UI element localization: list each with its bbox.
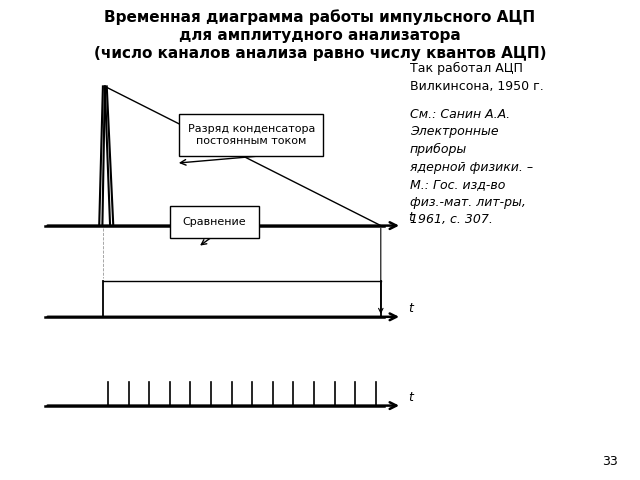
Text: t: t — [408, 302, 413, 315]
Text: См.: Санин А.А.
Электронные
приборы
ядерной физики. –
М.: Гос. изд-во
физ.-мат. : См.: Санин А.А. Электронные приборы ядер… — [410, 108, 532, 226]
FancyBboxPatch shape — [179, 114, 323, 156]
Text: t: t — [408, 211, 413, 224]
Text: t: t — [408, 391, 413, 404]
Text: Так работал АЦП
Вилкинсона, 1950 г.: Так работал АЦП Вилкинсона, 1950 г. — [410, 62, 543, 93]
Text: Сравнение: Сравнение — [182, 217, 246, 227]
Text: Разряд конденсатора
постоянным током: Разряд конденсатора постоянным током — [188, 124, 315, 145]
Text: 33: 33 — [602, 455, 618, 468]
Text: для амплитудного анализатора: для амплитудного анализатора — [179, 28, 461, 43]
FancyBboxPatch shape — [170, 206, 259, 238]
Text: Временная диаграмма работы импульсного АЦП: Временная диаграмма работы импульсного А… — [104, 10, 536, 25]
Text: (число каналов анализа равно числу квантов АЦП): (число каналов анализа равно числу квант… — [93, 46, 547, 61]
